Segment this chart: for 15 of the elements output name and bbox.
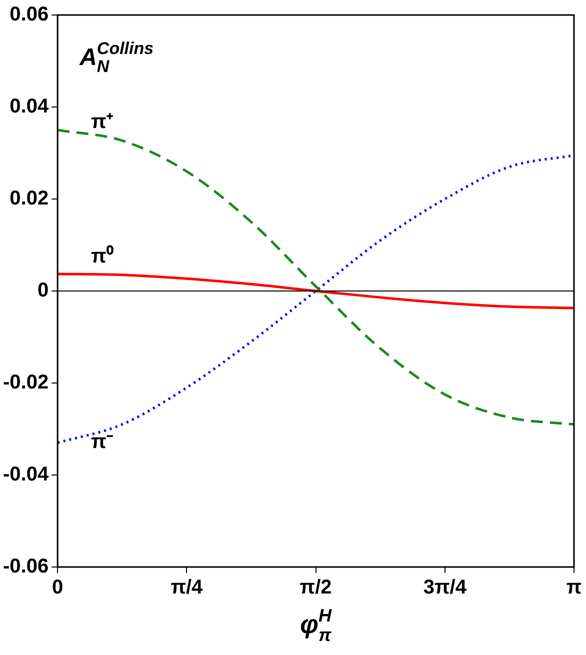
y-tick-label: 0.06 — [10, 4, 49, 26]
x-tick-label: 3π/4 — [423, 576, 468, 599]
y-tick-label: 0 — [37, 280, 49, 302]
y-tick-label: -0.02 — [2, 372, 49, 394]
series-label: π⁺ — [90, 111, 114, 134]
y-tick-label: -0.04 — [2, 464, 50, 486]
y-tick-label: 0.02 — [10, 188, 49, 210]
series-label: π⁻ — [90, 430, 114, 453]
x-tick-label: π — [566, 576, 582, 599]
x-tick-label: 0 — [52, 576, 64, 599]
y-tick-label: -0.06 — [2, 556, 49, 578]
x-tick-label: π/4 — [170, 576, 204, 599]
series-label: π⁰ — [90, 244, 114, 268]
x-tick-label: π/2 — [300, 576, 332, 599]
y-tick-label: 0.04 — [10, 96, 50, 118]
